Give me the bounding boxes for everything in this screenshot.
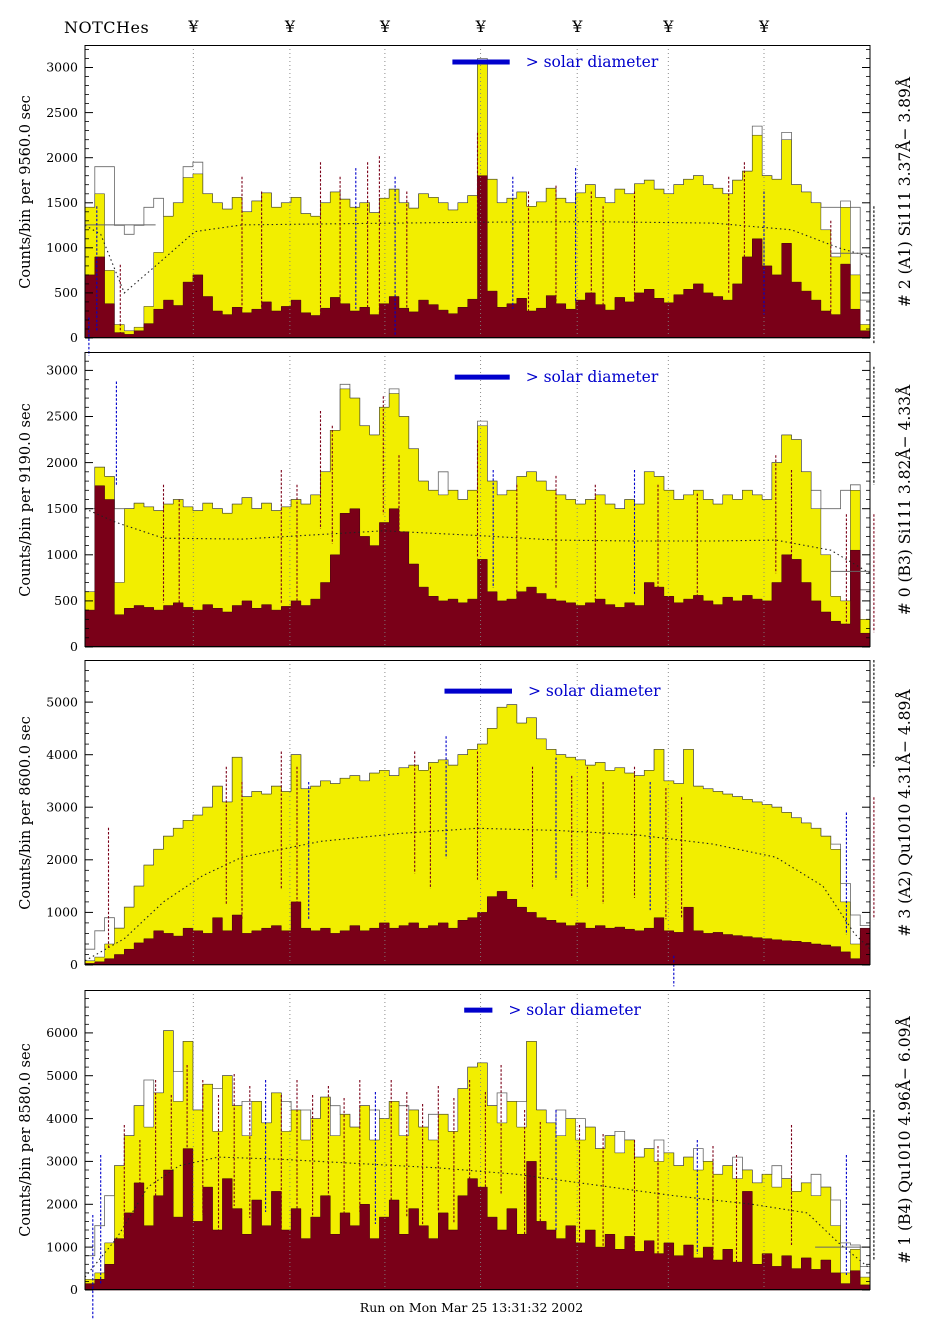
y-tick-label: 3000 xyxy=(46,60,78,75)
solar-diameter-label: > solar diameter xyxy=(528,682,661,700)
y-tick-label: 2500 xyxy=(46,409,78,424)
panel-2-plot: > solar diameter 0 500 1000 1500 2000 2500 3000 xyxy=(46,352,875,654)
solar-diameter-label: > solar diameter xyxy=(526,368,659,386)
solar-diameter-label: > solar diameter xyxy=(526,53,659,71)
panel-4-y-axis-title: Counts/bin per 8580.0 sec xyxy=(18,1043,34,1237)
notch-symbol: ¥ xyxy=(663,17,674,36)
y-tick-label: 500 xyxy=(54,285,78,300)
y-tick-label: 0 xyxy=(70,330,78,345)
y-tick-label: 1000 xyxy=(46,547,78,562)
panel-4-plot: > solar diameter 0 1000 2000 3000 4000 5000 600… xyxy=(46,990,875,1320)
panel-3: > solar diameter 0 1000 2000 3000 4000 5000 Co… xyxy=(0,660,943,987)
notch-symbol: ¥ xyxy=(284,17,296,36)
panel-2-right-title: # 0 (B3) Si111 3.82Å− 4.33Å xyxy=(896,384,914,615)
y-tick-label: 2000 xyxy=(46,150,78,165)
y-tick-label: 5000 xyxy=(46,1068,78,1083)
run-timestamp: Run on Mon Mar 25 13:31:32 2002 xyxy=(359,1300,584,1315)
panel-3-y-axis-title: Counts/bin per 8600.0 sec xyxy=(18,715,34,910)
notch-header: NOTCHes ¥ ¥ ¥ ¥ ¥ ¥ ¥ xyxy=(0,14,943,42)
y-tick-label: 3000 xyxy=(46,799,78,814)
notch-symbol: ¥ xyxy=(475,17,486,36)
y-tick-label: 4000 xyxy=(46,747,78,762)
panel-3-plot: > solar diameter 0 1000 2000 3000 4000 5000 xyxy=(46,660,875,987)
y-tick-label: 1500 xyxy=(46,501,78,516)
panel-3-right-title: # 3 (A2) Qu1010 4.31Å− 4.89Å xyxy=(896,688,914,937)
panel-2-y-axis-title: Counts/bin per 9190.0 sec xyxy=(18,402,34,597)
panel-4: > solar diameter 0 1000 2000 3000 4000 5000 600… xyxy=(0,990,943,1320)
notch-symbol: ¥ xyxy=(379,17,391,36)
panel-4-right-title: # 1 (B4) Qu1010 4.96Å− 6.09Å xyxy=(896,1016,914,1264)
y-tick-label: 3000 xyxy=(46,363,78,378)
y-tick-label: 2000 xyxy=(46,1196,78,1211)
y-tick-label: 1000 xyxy=(46,1239,78,1254)
notch-symbol: ¥ xyxy=(188,17,199,36)
y-tick-label: 0 xyxy=(70,1282,78,1297)
y-tick-label: 1000 xyxy=(46,240,78,255)
y-tick-label: 0 xyxy=(70,957,78,972)
y-tick-label: 2000 xyxy=(46,852,78,867)
panel-1-y-axis-title: Counts/bin per 9560.0 sec xyxy=(18,94,34,289)
panel-1: > solar diameter 0 500 1000 1500 2000 2500 3000… xyxy=(0,45,943,356)
y-tick-label: 4000 xyxy=(46,1111,78,1126)
y-tick-label: 2500 xyxy=(46,105,78,120)
y-tick-label: 2000 xyxy=(46,455,78,470)
panel-1-right-title: # 2 (A1) Si111 3.37Å− 3.89Å xyxy=(896,76,914,307)
notch-symbol: ¥ xyxy=(759,17,770,36)
panel-1-plot: > solar diameter 0 500 1000 1500 2000 2500 3000 xyxy=(46,45,875,356)
y-tick-label: 5000 xyxy=(46,694,78,709)
y-tick-label: 1500 xyxy=(46,195,78,210)
notches-title: NOTCHes xyxy=(64,18,150,37)
y-tick-label: 6000 xyxy=(46,1025,78,1040)
y-tick-label: 3000 xyxy=(46,1154,78,1169)
solar-diameter-label: > solar diameter xyxy=(508,1001,641,1019)
y-tick-label: 1000 xyxy=(46,905,78,920)
notch-symbol: ¥ xyxy=(572,17,583,36)
y-tick-label: 0 xyxy=(70,639,78,654)
y-tick-label: 500 xyxy=(54,593,78,608)
panel-2: > solar diameter 0 500 1000 1500 2000 2500 3000… xyxy=(0,352,943,654)
